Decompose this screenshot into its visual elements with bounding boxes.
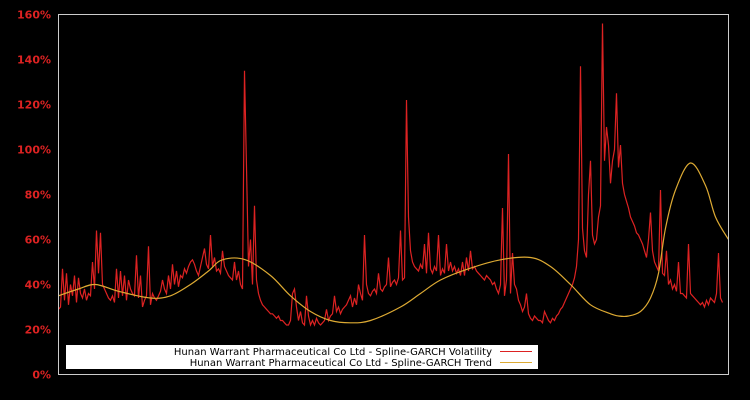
y-tick-label: 120% [17,99,51,112]
y-tick-label: 0% [32,369,51,382]
y-tick-label: 80% [25,189,51,202]
y-tick-label: 140% [17,54,51,67]
y-tick-label: 40% [25,279,51,292]
y-tick-label: 160% [17,9,51,22]
volatility-line [58,23,724,327]
legend-label-volatility: Hunan Warrant Pharmaceutical Co Ltd - Sp… [174,347,492,358]
plot-frame [58,14,729,375]
y-tick-label: 60% [25,234,51,247]
legend: Hunan Warrant Pharmaceutical Co Ltd - Sp… [66,345,538,369]
y-axis: 0% 20% 40% 60% 80% 100% 120% 140% 160% [17,9,51,382]
trend-line [58,162,730,324]
y-tick-label: 20% [25,324,51,337]
y-tick-label: 100% [17,144,51,157]
plot-area [58,23,730,327]
legend-box [66,345,538,369]
legend-label-trend: Hunan Warrant Pharmaceutical Co Ltd - Sp… [190,358,492,369]
